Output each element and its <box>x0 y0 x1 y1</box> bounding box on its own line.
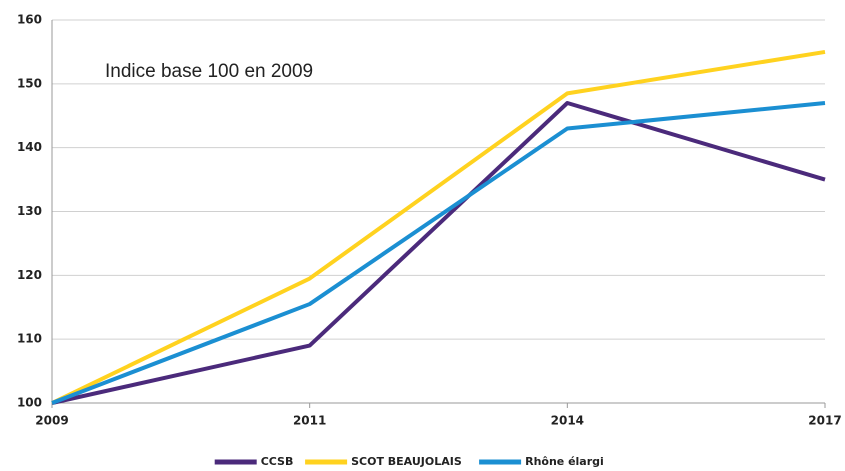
series-line <box>51 100 826 405</box>
y-tick-label: 110 <box>17 332 42 346</box>
legend-label: Rhône élargi <box>525 455 604 468</box>
x-tick-label: 2017 <box>808 414 841 428</box>
x-tick-label: 2011 <box>293 414 326 428</box>
y-tick-label: 160 <box>17 13 42 27</box>
y-tick-label: 120 <box>17 268 42 282</box>
legend-label: CCSB <box>261 455 294 468</box>
annotation: Indice base 100 en 2009 <box>105 61 313 82</box>
series-line <box>51 100 826 405</box>
legend-label: SCOT BEAUJOLAIS <box>351 455 462 468</box>
y-tick-label: 100 <box>17 396 42 410</box>
y-tick-label: 150 <box>17 76 42 90</box>
series-line <box>51 49 826 405</box>
y-tick-label: 140 <box>17 140 42 154</box>
x-tick-label: 2014 <box>551 414 584 428</box>
x-tick-label: 2009 <box>35 414 68 428</box>
y-tick-label: 130 <box>17 204 42 218</box>
